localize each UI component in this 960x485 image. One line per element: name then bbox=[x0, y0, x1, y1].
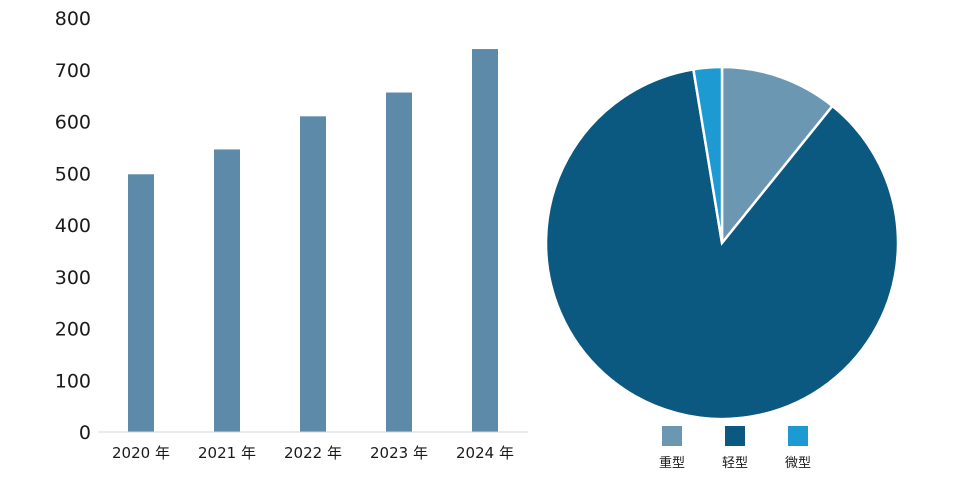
pie-slice bbox=[691, 65, 724, 244]
bar-series bbox=[128, 49, 498, 433]
y-tick-label: 600 bbox=[55, 112, 91, 134]
bar bbox=[300, 116, 326, 432]
y-tick-label: 500 bbox=[55, 163, 91, 185]
legend-swatch bbox=[662, 426, 682, 446]
bar bbox=[386, 92, 412, 433]
legend-swatch bbox=[725, 426, 745, 446]
x-tick-label: 2021 年 bbox=[198, 444, 256, 462]
x-tick-label: 2024 年 bbox=[456, 444, 514, 462]
x-axis-tick-labels: 2020 年 2021 年 2022 年 2023 年 2024 年 bbox=[112, 444, 514, 462]
pie-slices bbox=[544, 65, 900, 421]
legend-label: 重型 bbox=[659, 455, 685, 471]
legend-label: 轻型 bbox=[722, 456, 748, 471]
x-tick-label: 2020 年 bbox=[112, 444, 170, 462]
y-tick-label: 400 bbox=[55, 215, 91, 237]
y-tick-label: 800 bbox=[55, 8, 91, 30]
bar bbox=[472, 49, 498, 433]
legend-swatch bbox=[788, 426, 808, 446]
pie-slice bbox=[720, 65, 835, 247]
pie-slice bbox=[544, 67, 900, 421]
pie-legend: 重型 轻型 微型 bbox=[659, 426, 811, 471]
y-tick-label: 100 bbox=[55, 370, 91, 392]
x-tick-label: 2023 年 bbox=[370, 444, 428, 462]
y-tick-label: 300 bbox=[55, 267, 91, 289]
pie-chart: 重型 轻型 微型 bbox=[544, 65, 900, 471]
legend-label: 微型 bbox=[785, 456, 811, 471]
bar bbox=[214, 149, 240, 432]
y-axis-tick-labels: 0 100 200 300 400 500 600 700 800 bbox=[55, 8, 91, 444]
bar bbox=[128, 174, 154, 432]
y-tick-label: 700 bbox=[55, 60, 91, 82]
y-tick-label: 200 bbox=[55, 319, 91, 341]
x-tick-label: 2022 年 bbox=[284, 444, 342, 462]
y-tick-label: 0 bbox=[79, 422, 91, 444]
